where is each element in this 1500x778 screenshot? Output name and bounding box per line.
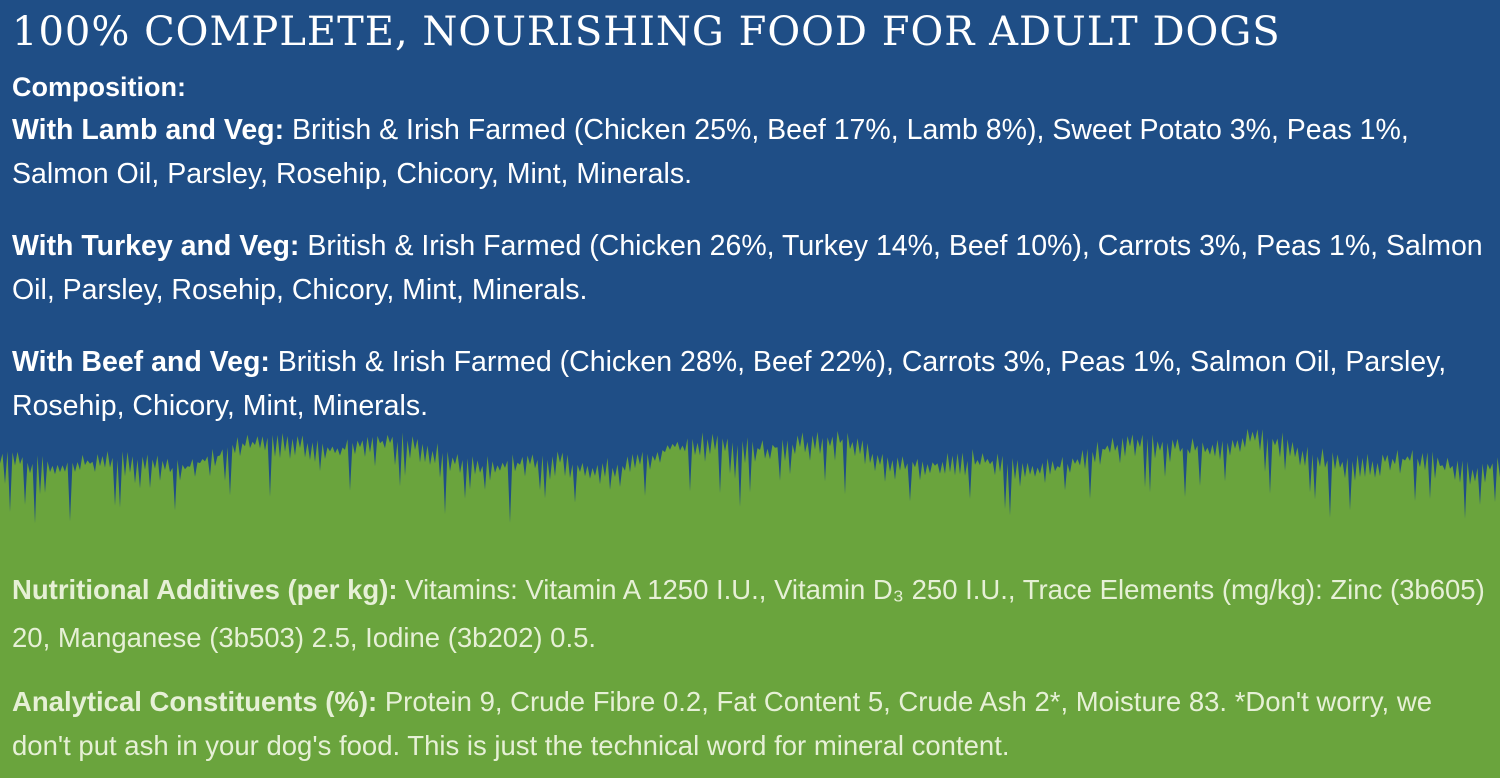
composition-heading: Composition: [12, 72, 186, 102]
analytical-constituents-text: Protein 9, Crude Fibre 0.2, Fat Content … [12, 686, 1432, 761]
analytical-constituents: Analytical Constituents (%): Protein 9, … [12, 680, 1492, 768]
green-grass-area [0, 428, 1500, 778]
recipe-turkey-label: With Turkey and Veg: [12, 230, 300, 262]
recipe-lamb-label: With Lamb and Veg: [12, 114, 285, 146]
nutritional-additives-label: Nutritional Additives (per kg): [12, 574, 398, 605]
recipe-lamb-text: British & Irish Farmed (Chicken 25%, Bee… [12, 114, 1409, 190]
analytical-constituents-label: Analytical Constituents (%): [12, 686, 378, 717]
nutritional-additives-text: Vitamins: Vitamin A 1250 I.U., Vitamin D… [12, 574, 1485, 653]
recipe-beef-text: British & Irish Farmed (Chicken 28%, Bee… [12, 346, 1447, 422]
recipe-beef-label: With Beef and Veg: [12, 346, 270, 378]
recipe-turkey: With Turkey and Veg: British & Irish Far… [12, 224, 1492, 312]
recipe-lamb: With Lamb and Veg: British & Irish Farme… [12, 108, 1492, 196]
recipe-turkey-text: British & Irish Farmed (Chicken 26%, Tur… [12, 230, 1483, 306]
nutritional-additives: Nutritional Additives (per kg): Vitamins… [12, 566, 1492, 662]
headline: 100% COMPLETE, NOURISHING FOOD FOR ADULT… [12, 9, 1281, 55]
recipe-beef: With Beef and Veg: British & Irish Farme… [12, 340, 1492, 428]
